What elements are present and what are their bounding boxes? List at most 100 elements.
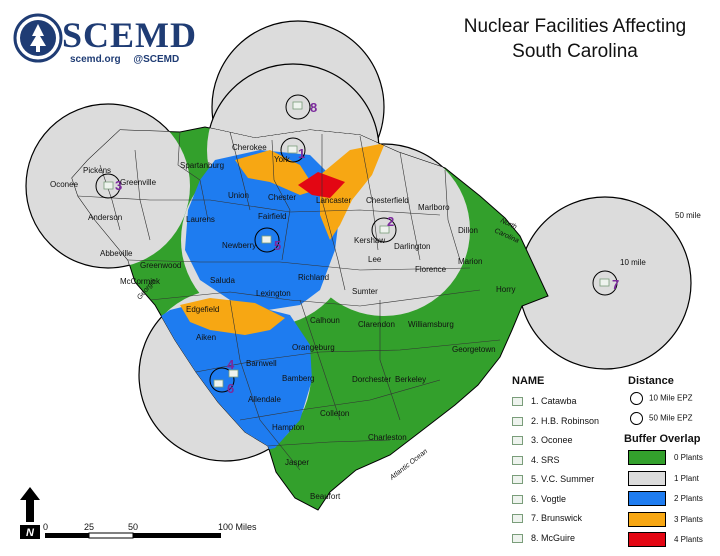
legend-overlap-item: 2 Plants — [628, 491, 703, 507]
legend-overlap-item: 3 Plants — [628, 511, 703, 527]
plant-markers — [103, 101, 610, 388]
plant-marker-icon — [512, 533, 523, 543]
ten-mile-rings — [95, 94, 618, 393]
legend-name-item: 7. Brunswick — [512, 510, 582, 526]
legend-name-item: 5. V.C. Summer — [512, 471, 594, 487]
scale-tick-0: 0 — [43, 522, 49, 532]
county-label: Marion — [458, 257, 482, 266]
county-label: Edgefield — [186, 305, 219, 314]
legend-50-mile: 50 Mile EPZ — [630, 412, 693, 425]
county-labels: Pickens Oconee Greenville Anderson Spart… — [50, 143, 516, 501]
ring-icon — [630, 392, 643, 405]
north-arrow-icon: N — [20, 487, 40, 539]
scale-bar — [45, 532, 221, 539]
county-label: Williamsburg — [408, 320, 454, 329]
ten-mile-label: 10 mile — [620, 258, 646, 267]
color-swatch — [628, 532, 666, 548]
color-swatch — [628, 491, 666, 507]
map-title: Nuclear Facilities Affecting South Carol… — [430, 14, 720, 64]
county-label: Fairfield — [258, 212, 286, 221]
county-label: Chesterfield — [366, 196, 409, 205]
color-swatch — [628, 511, 666, 527]
county-label: Sumter — [352, 287, 378, 296]
county-label: Darlington — [394, 242, 430, 251]
county-label: Lexington — [256, 289, 291, 298]
scale-tick-50: 50 — [128, 522, 139, 532]
legend-name-item: 8. McGuire — [512, 530, 575, 546]
plant-marker-icon — [512, 514, 523, 524]
svg-text:N: N — [26, 527, 35, 539]
county-label: Marlboro — [418, 203, 450, 212]
county-label: Oconee — [50, 180, 79, 189]
county-label: Orangeburg — [292, 343, 335, 352]
title-line-2: South Carolina — [512, 41, 638, 62]
title-line-1: Nuclear Facilities Affecting — [463, 16, 687, 37]
county-label: Chester — [268, 193, 296, 202]
scale-tick-25: 25 — [84, 522, 95, 532]
logo-subtext: scemd.org @SCEMD — [70, 54, 179, 65]
plant-number-3: 3 — [115, 178, 122, 193]
county-label: Abbeville — [100, 249, 133, 258]
legend-10-mile: 10 Mile EPZ — [630, 392, 693, 405]
county-lines — [77, 131, 501, 471]
county-label: Clarendon — [358, 320, 395, 329]
county-label: Anderson — [88, 213, 122, 222]
county-label: Hampton — [272, 423, 304, 432]
county-label: Florence — [415, 265, 447, 274]
plant-number-4: 4 — [227, 357, 235, 372]
plant-marker-icon — [512, 494, 523, 504]
plant-marker-icon — [512, 416, 523, 426]
plant-marker-icon — [512, 436, 523, 446]
county-label: Calhoun — [310, 316, 340, 325]
county-label: Berkeley — [395, 375, 426, 384]
plant-number-5: 5 — [274, 238, 281, 253]
county-label: Barnwell — [246, 359, 277, 368]
legend-overlap-item: 4 Plants — [628, 532, 703, 548]
legend-name-item: 2. H.B. Robinson — [512, 413, 599, 429]
color-swatch — [628, 450, 666, 466]
county-label: Lee — [368, 255, 382, 264]
county-label: Pickens — [83, 166, 111, 175]
county-label: Cherokee — [232, 143, 267, 152]
plant-number-1: 1 — [298, 146, 305, 161]
legend-name-item: 6. Vogtle — [512, 491, 566, 507]
legend-overlap-item: 0 Plants — [628, 450, 703, 466]
county-label: Dillon — [458, 226, 478, 235]
plant-number-7: 7 — [612, 277, 619, 292]
legend-name-item: 3. Oconee — [512, 432, 573, 448]
legend-overlap-item: 1 Plant — [628, 470, 699, 486]
county-label: Union — [228, 191, 249, 200]
scale-tick-100: 100 Miles — [218, 522, 257, 532]
county-label: Greenville — [120, 178, 157, 187]
county-label: Kershaw — [354, 236, 385, 245]
logo-handle: @SCEMD — [133, 54, 180, 65]
county-label: Bamberg — [282, 374, 314, 383]
county-label: Georgetown — [452, 345, 496, 354]
plant-marker-icon — [512, 475, 523, 485]
county-label: Greenwood — [140, 261, 181, 270]
legend-name-heading: NAME — [512, 375, 545, 387]
county-label: Jasper — [285, 458, 309, 467]
county-label: Colleton — [320, 409, 349, 418]
plant-number-6: 6 — [227, 381, 234, 396]
county-label: Horry — [496, 285, 516, 294]
plant-marker-icon — [512, 397, 523, 407]
county-label: Richland — [298, 273, 329, 282]
plant-number-2: 2 — [387, 214, 394, 229]
ring-icon — [630, 412, 643, 425]
county-label: Newberry — [222, 241, 256, 250]
county-label: Aiken — [196, 333, 216, 342]
color-swatch — [628, 470, 666, 486]
fifty-mile-label: 50 mile — [675, 211, 701, 220]
plant-marker-icon — [512, 455, 523, 465]
atlantic-ocean-label: Atlantic Ocean — [388, 448, 429, 482]
county-label: Laurens — [186, 215, 215, 224]
plant-number-labels: 1 2 3 4 5 6 7 8 — [115, 100, 619, 396]
county-label: Allendale — [248, 395, 281, 404]
plant-number-8: 8 — [310, 100, 317, 115]
county-label: Charleston — [368, 433, 407, 442]
logo-wordmark: SCEMD — [62, 15, 198, 55]
county-label: York — [274, 155, 291, 164]
